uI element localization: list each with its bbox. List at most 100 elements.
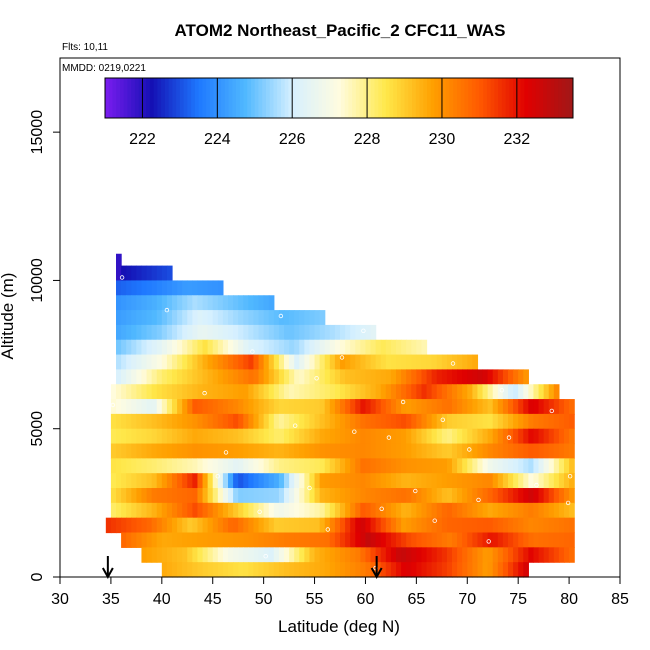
heatmap-cell xyxy=(350,354,356,370)
heatmap-cell xyxy=(426,369,433,385)
heatmap-cell xyxy=(197,384,204,400)
heatmap-cell xyxy=(462,562,468,578)
colorbar-segment xyxy=(486,78,492,118)
heatmap-cell xyxy=(289,517,295,534)
heatmap-cell xyxy=(161,324,168,341)
heatmap-cell xyxy=(268,339,275,356)
heatmap-cell xyxy=(228,473,234,489)
heatmap-cell xyxy=(141,354,148,370)
heatmap-cell xyxy=(334,473,341,489)
heatmap-cell xyxy=(263,443,270,459)
heatmap-cell xyxy=(110,443,117,459)
heatmap-cell xyxy=(350,532,356,548)
heatmap-cell xyxy=(543,399,550,415)
heatmap-cell xyxy=(126,265,132,282)
heatmap-cell xyxy=(177,354,183,370)
heatmap-cell xyxy=(411,443,417,459)
heatmap-cell xyxy=(355,458,361,474)
heatmap-cell xyxy=(299,369,305,385)
heatmap-cell xyxy=(121,369,127,385)
heatmap-cell xyxy=(350,324,356,341)
heatmap-cell xyxy=(375,369,382,385)
heatmap-cell xyxy=(314,339,321,356)
heatmap-cell xyxy=(304,532,311,548)
heatmap-cell xyxy=(314,399,321,415)
heatmap-cell xyxy=(431,354,438,370)
heatmap-cell xyxy=(263,547,270,563)
heatmap-cell xyxy=(497,547,504,563)
heatmap-cell xyxy=(436,473,443,489)
heatmap-cell xyxy=(136,443,143,459)
heatmap-cell xyxy=(548,458,555,474)
heatmap-cell xyxy=(217,324,224,341)
colorbar-tick-label: 222 xyxy=(129,131,156,148)
heatmap-cell xyxy=(569,488,575,504)
heatmap-cell xyxy=(543,443,550,459)
heatmap-cell xyxy=(548,428,555,445)
heatmap-cell xyxy=(263,369,270,385)
heatmap-cell xyxy=(411,473,417,489)
heatmap-cell xyxy=(248,310,255,326)
heatmap-cell xyxy=(380,413,387,430)
heatmap-cell xyxy=(477,502,484,519)
heatmap-cell xyxy=(222,354,229,370)
heatmap-cell xyxy=(121,428,127,445)
heatmap-cell xyxy=(146,339,153,356)
heatmap-cell xyxy=(396,458,402,474)
heatmap-cell xyxy=(243,562,249,578)
heatmap-cell xyxy=(253,399,260,415)
heatmap-cell xyxy=(151,324,158,341)
heatmap-cell xyxy=(477,488,484,504)
heatmap-cell xyxy=(263,562,270,578)
heatmap-cell xyxy=(207,547,214,563)
colorbar-segment xyxy=(509,78,514,118)
heatmap-cell xyxy=(482,532,489,548)
heatmap-cell xyxy=(177,502,183,519)
colorbar-segment xyxy=(292,78,297,118)
heatmap-cell xyxy=(284,339,290,356)
heatmap-cell xyxy=(350,399,356,415)
sample-marker xyxy=(413,488,418,494)
heatmap-cell xyxy=(350,413,356,430)
colorbar-segment xyxy=(419,78,424,118)
heatmap-cell xyxy=(355,428,361,445)
heatmap-cell xyxy=(212,443,219,459)
heatmap-cell xyxy=(243,428,249,445)
heatmap-cell xyxy=(487,443,494,459)
heatmap-cell xyxy=(121,324,127,341)
heatmap-cell xyxy=(401,443,407,459)
heatmap-cell xyxy=(136,265,143,282)
heatmap-cell xyxy=(426,399,433,415)
heatmap-cell xyxy=(538,384,545,400)
heatmap-cell xyxy=(136,339,143,356)
heatmap-cell xyxy=(441,443,448,459)
heatmap-cell xyxy=(441,562,448,578)
heatmap-cell xyxy=(156,280,163,296)
heatmap-cell xyxy=(528,547,535,563)
heatmap-cell xyxy=(441,488,448,504)
colorbar: 222 224 226 228 230 232 xyxy=(104,77,574,148)
heatmap-cell xyxy=(212,354,219,370)
heatmap-cell xyxy=(533,399,540,415)
heatmap-cell xyxy=(110,384,117,400)
heatmap-cell xyxy=(299,428,305,445)
heatmap-cell xyxy=(217,339,224,356)
colorbar-segment xyxy=(119,78,125,118)
heatmap-cell xyxy=(390,443,397,459)
heatmap-cell xyxy=(217,547,224,563)
heatmap-cell xyxy=(177,413,183,430)
heatmap-cell xyxy=(289,310,295,326)
heatmap-cell xyxy=(329,369,336,385)
heatmap-cell xyxy=(497,458,504,474)
sample-marker xyxy=(298,290,303,295)
heatmap-cell xyxy=(116,399,122,415)
heatmap-cell xyxy=(543,384,550,400)
heatmap-cell xyxy=(513,399,519,415)
heatmap-cell xyxy=(304,502,311,519)
heatmap-cell xyxy=(360,428,367,445)
heatmap-cell xyxy=(166,428,173,445)
heatmap-cell xyxy=(202,517,209,534)
heatmap-cell xyxy=(467,384,473,400)
heatmap-cell xyxy=(263,324,270,341)
colorbar-segment xyxy=(329,78,334,118)
